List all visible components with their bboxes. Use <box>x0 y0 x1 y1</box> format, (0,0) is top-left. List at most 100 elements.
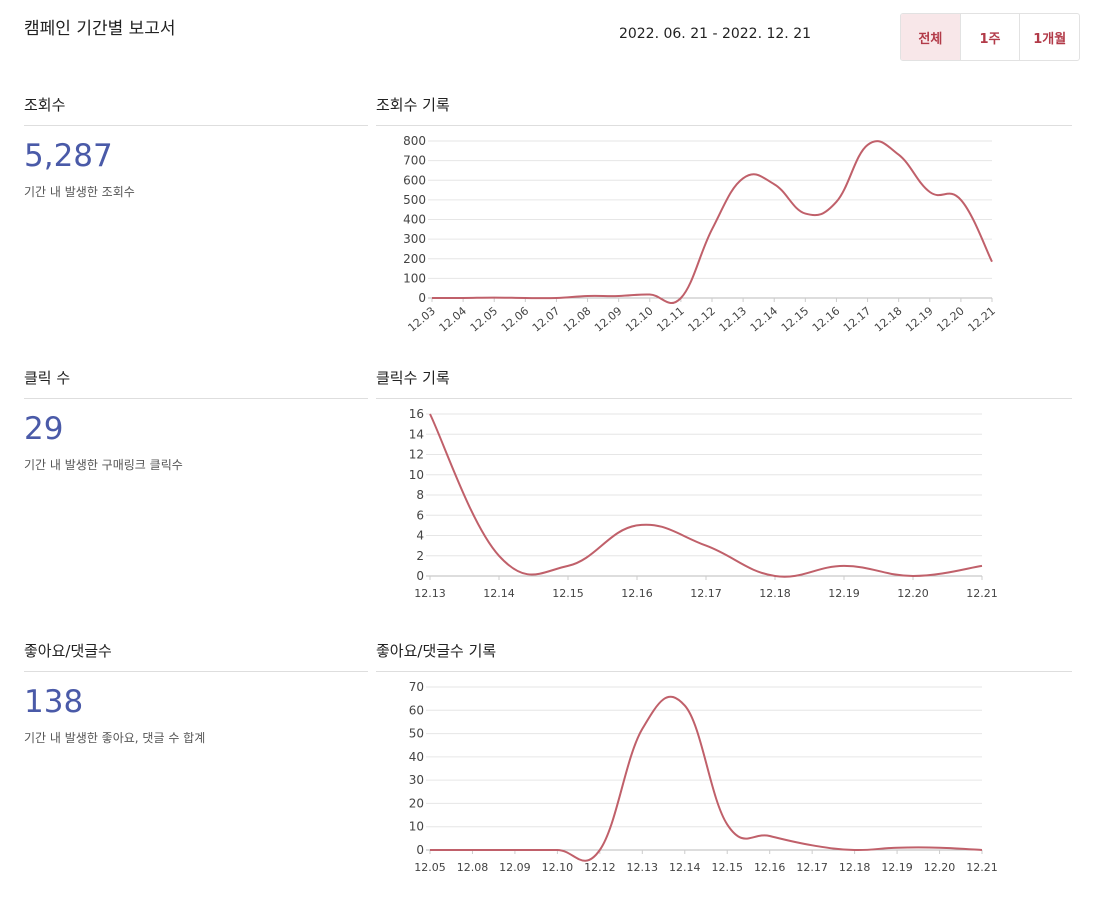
clicks-data-point[interactable] <box>703 543 709 549</box>
views-series-line <box>431 140 993 304</box>
clicks-data-point[interactable] <box>634 522 640 528</box>
engagement-y-tick: 0 <box>416 843 424 857</box>
clicks-data-point[interactable] <box>772 573 778 579</box>
engagement-x-tick: 12.16 <box>754 861 786 874</box>
engagement-data-point[interactable] <box>597 847 603 853</box>
engagement-data-point[interactable] <box>512 847 518 853</box>
views-x-tick: 12.09 <box>592 304 624 334</box>
engagement-data-point[interactable] <box>724 821 730 827</box>
engagement-chart: 0 10 20 30 40 50 60 70 12.05 12.08 12.09 12.10 12.12… <box>409 680 998 874</box>
engagement-x-tick: 12.13 <box>627 861 659 874</box>
clicks-data-point[interactable] <box>496 553 502 559</box>
engagement-y-tick: 50 <box>409 727 424 741</box>
engagement-x-tick: 12.15 <box>711 861 743 874</box>
views-x-tick: 12.18 <box>872 304 904 334</box>
clicks-x-tick: 12.18 <box>759 587 791 600</box>
views-data-point[interactable] <box>616 293 622 299</box>
views-data-point[interactable] <box>522 295 528 301</box>
views-data-point[interactable] <box>491 295 497 301</box>
engagement-total: 138 <box>24 684 84 720</box>
engagement-caption: 기간 내 발생한 좋아요, 댓글 수 합계 <box>24 731 206 745</box>
clicks-data-point[interactable] <box>979 563 985 569</box>
views-data-point[interactable] <box>927 189 933 195</box>
views-data-point[interactable] <box>740 175 746 181</box>
clicks-data-point[interactable] <box>910 573 916 579</box>
views-y-tick: 500 <box>403 193 426 207</box>
clicks-chart-title: 클릭수 기록 <box>376 369 450 387</box>
clicks-data-point[interactable] <box>427 411 433 417</box>
clicks-x-tick: 12.20 <box>897 587 929 600</box>
views-data-point[interactable] <box>647 291 653 297</box>
views-data-point[interactable] <box>833 199 839 205</box>
engagement-data-point[interactable] <box>809 842 815 848</box>
clicks-divider <box>24 398 368 399</box>
period-week-button[interactable]: 1주 <box>961 14 1021 60</box>
views-y-tick: 200 <box>403 252 426 266</box>
views-data-point[interactable] <box>709 226 715 232</box>
clicks-data-point[interactable] <box>565 563 571 569</box>
views-data-point[interactable] <box>865 142 871 148</box>
clicks-y-tick: 10 <box>409 468 424 482</box>
engagement-divider <box>24 671 368 672</box>
engagement-x-tick: 12.17 <box>796 861 828 874</box>
views-data-point[interactable] <box>553 295 559 301</box>
clicks-y-tick: 14 <box>409 427 424 441</box>
clicks-y-tick: 16 <box>409 407 424 421</box>
views-chart: 0 100 200 300 400 500 600 700 800 12.0312.0412.05… <box>403 134 998 335</box>
period-selector: 전체 1주 1개월 <box>900 13 1080 61</box>
views-data-point[interactable] <box>678 295 684 301</box>
clicks-caption: 기간 내 발생한 구매링크 클릭수 <box>24 458 183 472</box>
engagement-data-point[interactable] <box>639 726 645 732</box>
clicks-x-tick: 12.21 <box>966 587 998 600</box>
views-x-tick: 12.11 <box>654 304 686 334</box>
engagement-series-line <box>429 695 983 862</box>
engagement-x-tick: 12.18 <box>839 861 871 874</box>
engagement-data-point[interactable] <box>894 845 900 851</box>
views-data-point[interactable] <box>460 295 466 301</box>
engagement-data-point[interactable] <box>427 847 433 853</box>
engagement-title: 좋아요/댓글수 <box>24 642 112 660</box>
views-y-tick: 800 <box>403 134 426 148</box>
views-data-point[interactable] <box>585 293 591 299</box>
clicks-title: 클릭 수 <box>24 369 71 387</box>
views-x-tick: 12.16 <box>810 304 842 334</box>
engagement-data-point[interactable] <box>767 833 773 839</box>
engagement-x-tick: 12.09 <box>499 861 531 874</box>
engagement-y-tick: 30 <box>409 773 424 787</box>
clicks-chart: 0 2 4 6 8 10 12 14 16 12.13 12.14 12.15 12.16 12.17 12… <box>409 407 998 600</box>
views-title: 조회수 <box>24 96 66 114</box>
clicks-x-tick: 12.13 <box>414 587 446 600</box>
views-data-point[interactable] <box>429 295 435 301</box>
views-data-point[interactable] <box>802 211 808 217</box>
views-x-tick: 12.06 <box>499 304 531 334</box>
views-data-point[interactable] <box>958 197 964 203</box>
engagement-y-tick: 10 <box>409 820 424 834</box>
engagement-data-point[interactable] <box>682 703 688 709</box>
views-data-point[interactable] <box>989 259 995 265</box>
views-data-point[interactable] <box>771 181 777 187</box>
engagement-x-tick: 12.05 <box>414 861 446 874</box>
clicks-chart-divider <box>376 398 1072 399</box>
engagement-data-point[interactable] <box>554 847 560 853</box>
clicks-data-point[interactable] <box>841 563 847 569</box>
period-all-button[interactable]: 전체 <box>901 14 961 60</box>
engagement-y-tick: 20 <box>409 796 424 810</box>
views-y-tick: 0 <box>418 291 426 305</box>
engagement-data-point[interactable] <box>852 847 858 853</box>
engagement-data-point[interactable] <box>979 847 985 853</box>
engagement-y-tick: 70 <box>409 680 424 694</box>
views-data-point[interactable] <box>896 152 902 158</box>
clicks-total: 29 <box>24 411 64 447</box>
clicks-y-tick: 0 <box>416 569 424 583</box>
views-x-tick: 12.14 <box>748 304 780 334</box>
views-x-tick: 12.04 <box>437 304 469 334</box>
views-chart-divider <box>376 125 1072 126</box>
engagement-data-point[interactable] <box>469 847 475 853</box>
views-caption: 기간 내 발생한 조회수 <box>24 185 135 199</box>
period-month-button[interactable]: 1개월 <box>1033 31 1067 47</box>
engagement-x-tick: 12.19 <box>881 861 913 874</box>
views-x-tick: 12.05 <box>468 304 500 334</box>
engagement-data-point[interactable] <box>937 845 943 851</box>
engagement-x-tick: 12.08 <box>457 861 489 874</box>
